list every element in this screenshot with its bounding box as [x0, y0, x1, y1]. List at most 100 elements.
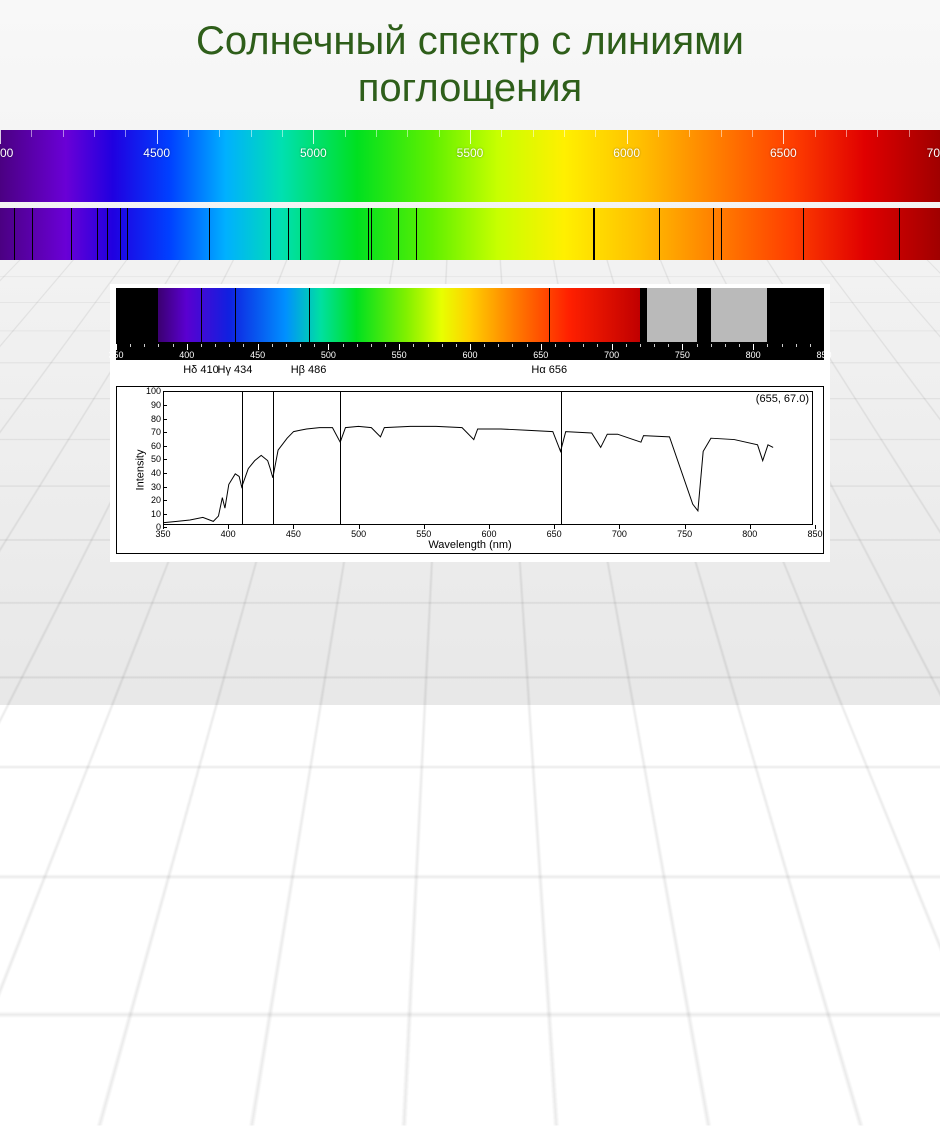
tick-minor — [201, 344, 202, 347]
tick-minor — [555, 344, 556, 347]
hydrogen-line-label: Hγ 434 — [218, 364, 253, 376]
tick-minor — [286, 344, 287, 347]
hydrogen-line — [201, 288, 202, 342]
page-title: Солнечный спектр с линиями поглощения — [0, 0, 940, 112]
y-tick — [163, 419, 167, 420]
tick-label: 500 — [321, 350, 336, 360]
tick-minor — [810, 344, 811, 347]
tick-minor — [357, 344, 358, 347]
tick-minor — [130, 344, 131, 347]
tick-minor — [796, 344, 797, 347]
tick-minor — [300, 344, 301, 347]
tick-minor — [439, 130, 440, 137]
plot-area — [163, 391, 813, 525]
absorption-line — [398, 208, 399, 260]
x-tick-label: 500 — [351, 529, 366, 539]
hydrogen-line-label: Hα 656 — [531, 364, 567, 376]
y-tick — [163, 514, 167, 515]
y-tick-label: 90 — [151, 400, 161, 410]
tick-minor — [527, 344, 528, 347]
absorption-line — [713, 208, 714, 260]
tick-label: 5000 — [300, 146, 327, 160]
tick-minor — [229, 344, 230, 347]
tick-minor — [272, 344, 273, 347]
absorption-line — [899, 208, 900, 260]
chart-vline — [273, 392, 274, 524]
continuous-spectrum: 4000450050005500600065007000 — [0, 130, 940, 202]
tick-major — [313, 130, 314, 144]
tick-minor — [407, 130, 408, 137]
y-tick-label: 100 — [146, 386, 161, 396]
tick-minor — [456, 344, 457, 347]
tick-minor — [583, 344, 584, 347]
absorption-line — [127, 208, 128, 260]
x-tick-label: 750 — [677, 529, 692, 539]
chart-vline — [561, 392, 562, 524]
absorption-spectrum — [0, 208, 940, 260]
y-tick — [163, 500, 167, 501]
tick-minor — [595, 130, 596, 137]
tick-minor — [158, 344, 159, 347]
tick-label: 650 — [533, 350, 548, 360]
tick-minor — [282, 130, 283, 137]
tick-minor — [442, 344, 443, 347]
tick-minor — [668, 344, 669, 347]
x-tick-label: 800 — [742, 529, 757, 539]
tick-minor — [31, 130, 32, 137]
y-tick-label: 50 — [151, 454, 161, 464]
tick-minor — [428, 344, 429, 347]
absorption-line — [594, 208, 595, 260]
tick-minor — [658, 130, 659, 137]
y-tick-label: 80 — [151, 414, 161, 424]
intensity-path — [164, 427, 773, 523]
x-tick-label: 650 — [547, 529, 562, 539]
wavelength-ruler-nm: 350400450500550600650700750800850 — [116, 342, 824, 360]
absorption-line — [107, 208, 108, 260]
tick-minor — [219, 130, 220, 137]
hydrogen-line — [549, 288, 550, 342]
spectra-group: 4000450050005500600065007000 — [0, 130, 940, 260]
tick-minor — [498, 344, 499, 347]
tick-minor — [689, 130, 690, 137]
detail-panel: 350400450500550600650700750800850 Hδ 410… — [110, 284, 830, 562]
tick-minor — [371, 344, 372, 347]
absorption-line — [300, 208, 301, 260]
tick-label: 800 — [746, 350, 761, 360]
x-tick — [685, 525, 686, 529]
hydrogen-line-labels: Hδ 410Hγ 434Hβ 486Hα 656 — [116, 364, 824, 384]
tick-minor — [725, 344, 726, 347]
tick-minor — [564, 130, 565, 137]
absorption-line — [120, 208, 121, 260]
x-tick-label: 450 — [286, 529, 301, 539]
tick-label: 6000 — [613, 146, 640, 160]
tick-minor — [376, 130, 377, 137]
tick-label: 4000 — [0, 146, 13, 160]
x-tick-label: 400 — [221, 529, 236, 539]
absorption-line — [803, 208, 804, 260]
y-axis-label: Intensity — [134, 450, 146, 491]
tick-minor — [484, 344, 485, 347]
x-tick — [815, 525, 816, 529]
tick-minor — [385, 344, 386, 347]
y-tick-label: 10 — [151, 509, 161, 519]
tick-minor — [697, 344, 698, 347]
tick-minor — [569, 344, 570, 347]
tick-minor — [533, 130, 534, 137]
tick-label: 5500 — [457, 146, 484, 160]
tick-minor — [711, 344, 712, 347]
absorption-line — [209, 208, 210, 260]
tick-minor — [739, 344, 740, 347]
x-tick — [293, 525, 294, 529]
x-tick-label: 550 — [416, 529, 431, 539]
tick-minor — [782, 344, 783, 347]
tick-minor — [345, 130, 346, 137]
absorption-line — [97, 208, 98, 260]
tick-minor — [626, 344, 627, 347]
y-tick-label: 20 — [151, 495, 161, 505]
tick-major — [627, 130, 628, 144]
chart-vline — [340, 392, 341, 524]
absorption-line — [371, 208, 372, 260]
tick-label: 450 — [250, 350, 265, 360]
tick-label: 7000 — [927, 146, 940, 160]
hydrogen-line-label: Hδ 410 — [183, 364, 218, 376]
